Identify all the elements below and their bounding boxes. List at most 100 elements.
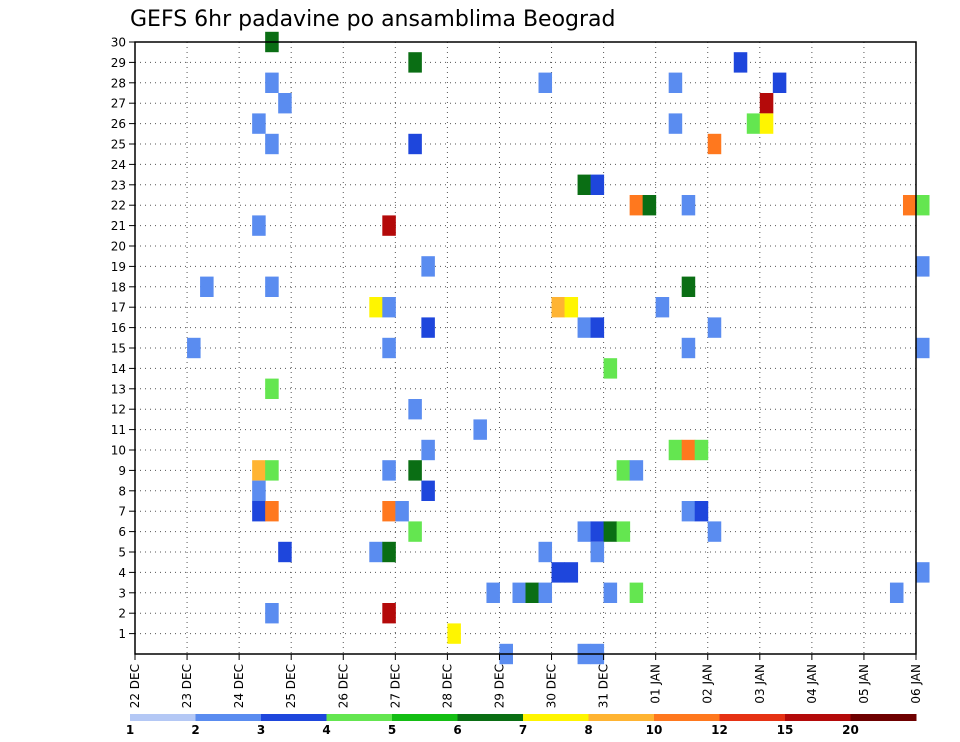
precip-cell xyxy=(564,297,579,318)
precip-cell xyxy=(616,460,631,481)
chart-title: GEFS 6hr padavine po ansamblima Beograd xyxy=(130,7,616,32)
colorbar-segment xyxy=(195,714,262,721)
precip-cell xyxy=(629,582,644,603)
x-axis-ticks: 22 DEC 23 DEC 24 DEC 25 DEC 26 DEC 27 DEC 28 D… xyxy=(128,654,923,708)
colorbar-label: 1 xyxy=(126,723,134,737)
precip-cell xyxy=(252,113,266,134)
precip-cell xyxy=(252,480,266,501)
precip-cell xyxy=(252,215,266,236)
x-tick-label: 05 JAN xyxy=(857,664,871,704)
precip-cell xyxy=(265,133,279,155)
y-tick-label: 17 xyxy=(111,301,126,315)
y-tick-label: 28 xyxy=(111,76,126,90)
precip-cell xyxy=(408,399,422,420)
colorbar-segment xyxy=(785,714,851,721)
precip-cell xyxy=(577,317,592,338)
precip-cell xyxy=(408,52,422,73)
precip-cell xyxy=(694,439,709,461)
y-tick-label: 2 xyxy=(118,607,126,621)
precip-cell xyxy=(421,480,435,501)
precip-cell xyxy=(759,93,774,114)
y-tick-label: 14 xyxy=(111,362,126,376)
colorbar-segment xyxy=(130,714,196,721)
x-tick-label: 23 DEC xyxy=(180,664,194,708)
precip-cell xyxy=(655,297,670,318)
precip-cell xyxy=(473,419,487,440)
precip-cell xyxy=(746,113,761,134)
precip-cell xyxy=(382,215,396,236)
y-tick-label: 19 xyxy=(111,260,126,274)
y-tick-label: 16 xyxy=(111,321,126,335)
colorbar-label: 15 xyxy=(777,723,794,737)
y-tick-label: 5 xyxy=(118,546,126,560)
y-tick-label: 9 xyxy=(118,464,126,478)
precip-cell xyxy=(577,521,592,542)
precip-cell xyxy=(421,439,435,461)
precip-cell xyxy=(642,195,657,216)
precip-cell xyxy=(512,582,526,603)
precip-cell xyxy=(369,541,383,563)
precip-cell xyxy=(916,337,930,359)
x-tick-label: 28 DEC xyxy=(440,664,454,708)
precip-cell xyxy=(902,195,917,216)
precip-cell xyxy=(603,582,618,603)
colorbar-label: 5 xyxy=(388,723,396,737)
precip-cell xyxy=(278,93,292,114)
precip-cell xyxy=(616,521,631,542)
y-tick-label: 7 xyxy=(118,505,126,519)
precip-cell xyxy=(590,521,605,542)
precip-cell xyxy=(538,72,553,93)
precip-cell xyxy=(681,501,696,522)
y-tick-label: 12 xyxy=(111,403,126,417)
y-tick-label: 20 xyxy=(111,240,126,254)
precip-cell xyxy=(694,501,709,522)
precip-cell xyxy=(408,521,422,542)
colorbar-label: 7 xyxy=(519,723,527,737)
y-tick-label: 27 xyxy=(111,97,126,111)
precip-cell xyxy=(707,133,722,155)
precip-cell xyxy=(252,501,266,522)
precip-cell xyxy=(603,358,618,379)
x-tick-label: 04 JAN xyxy=(805,664,819,704)
precip-cell xyxy=(382,501,396,522)
precip-cell xyxy=(889,582,904,603)
precip-cell xyxy=(916,562,930,583)
colorbar-segment xyxy=(719,714,786,721)
precip-cell xyxy=(681,439,696,461)
precip-cell xyxy=(278,541,292,563)
precip-cell xyxy=(408,460,422,481)
precip-cell xyxy=(759,113,774,134)
x-tick-label: 31 DEC xyxy=(597,664,611,708)
precip-cell xyxy=(590,317,605,338)
x-tick-label: 26 DEC xyxy=(336,664,350,708)
precip-cell xyxy=(421,317,435,338)
precip-cell xyxy=(551,562,566,583)
y-tick-label: 23 xyxy=(111,178,126,192)
x-tick-label: 29 DEC xyxy=(492,664,506,708)
y-tick-label: 4 xyxy=(118,566,126,580)
precip-cell xyxy=(551,297,566,318)
y-axis-ticks: 1234567891011121314151617181920212223242… xyxy=(111,36,135,641)
precip-cell xyxy=(916,195,930,216)
y-tick-label: 22 xyxy=(111,199,126,213)
precip-cell xyxy=(707,317,722,338)
precip-cell xyxy=(668,439,683,461)
precip-cell xyxy=(577,174,592,195)
precip-cell xyxy=(447,623,461,644)
colorbar-label: 4 xyxy=(322,723,330,737)
precip-cell xyxy=(200,276,214,297)
precip-cell xyxy=(252,460,266,481)
precip-cell xyxy=(265,72,279,93)
precip-cell xyxy=(603,521,618,542)
precip-cell xyxy=(265,378,279,399)
precip-cell xyxy=(681,276,696,297)
precip-cell xyxy=(590,541,605,563)
x-tick-label: 22 DEC xyxy=(128,664,142,708)
precip-cell xyxy=(733,52,748,73)
colorbar-label: 3 xyxy=(257,723,265,737)
x-tick-label: 27 DEC xyxy=(388,664,402,708)
precip-cell xyxy=(916,256,930,277)
precip-cell xyxy=(382,297,396,318)
precip-cell xyxy=(265,276,279,297)
